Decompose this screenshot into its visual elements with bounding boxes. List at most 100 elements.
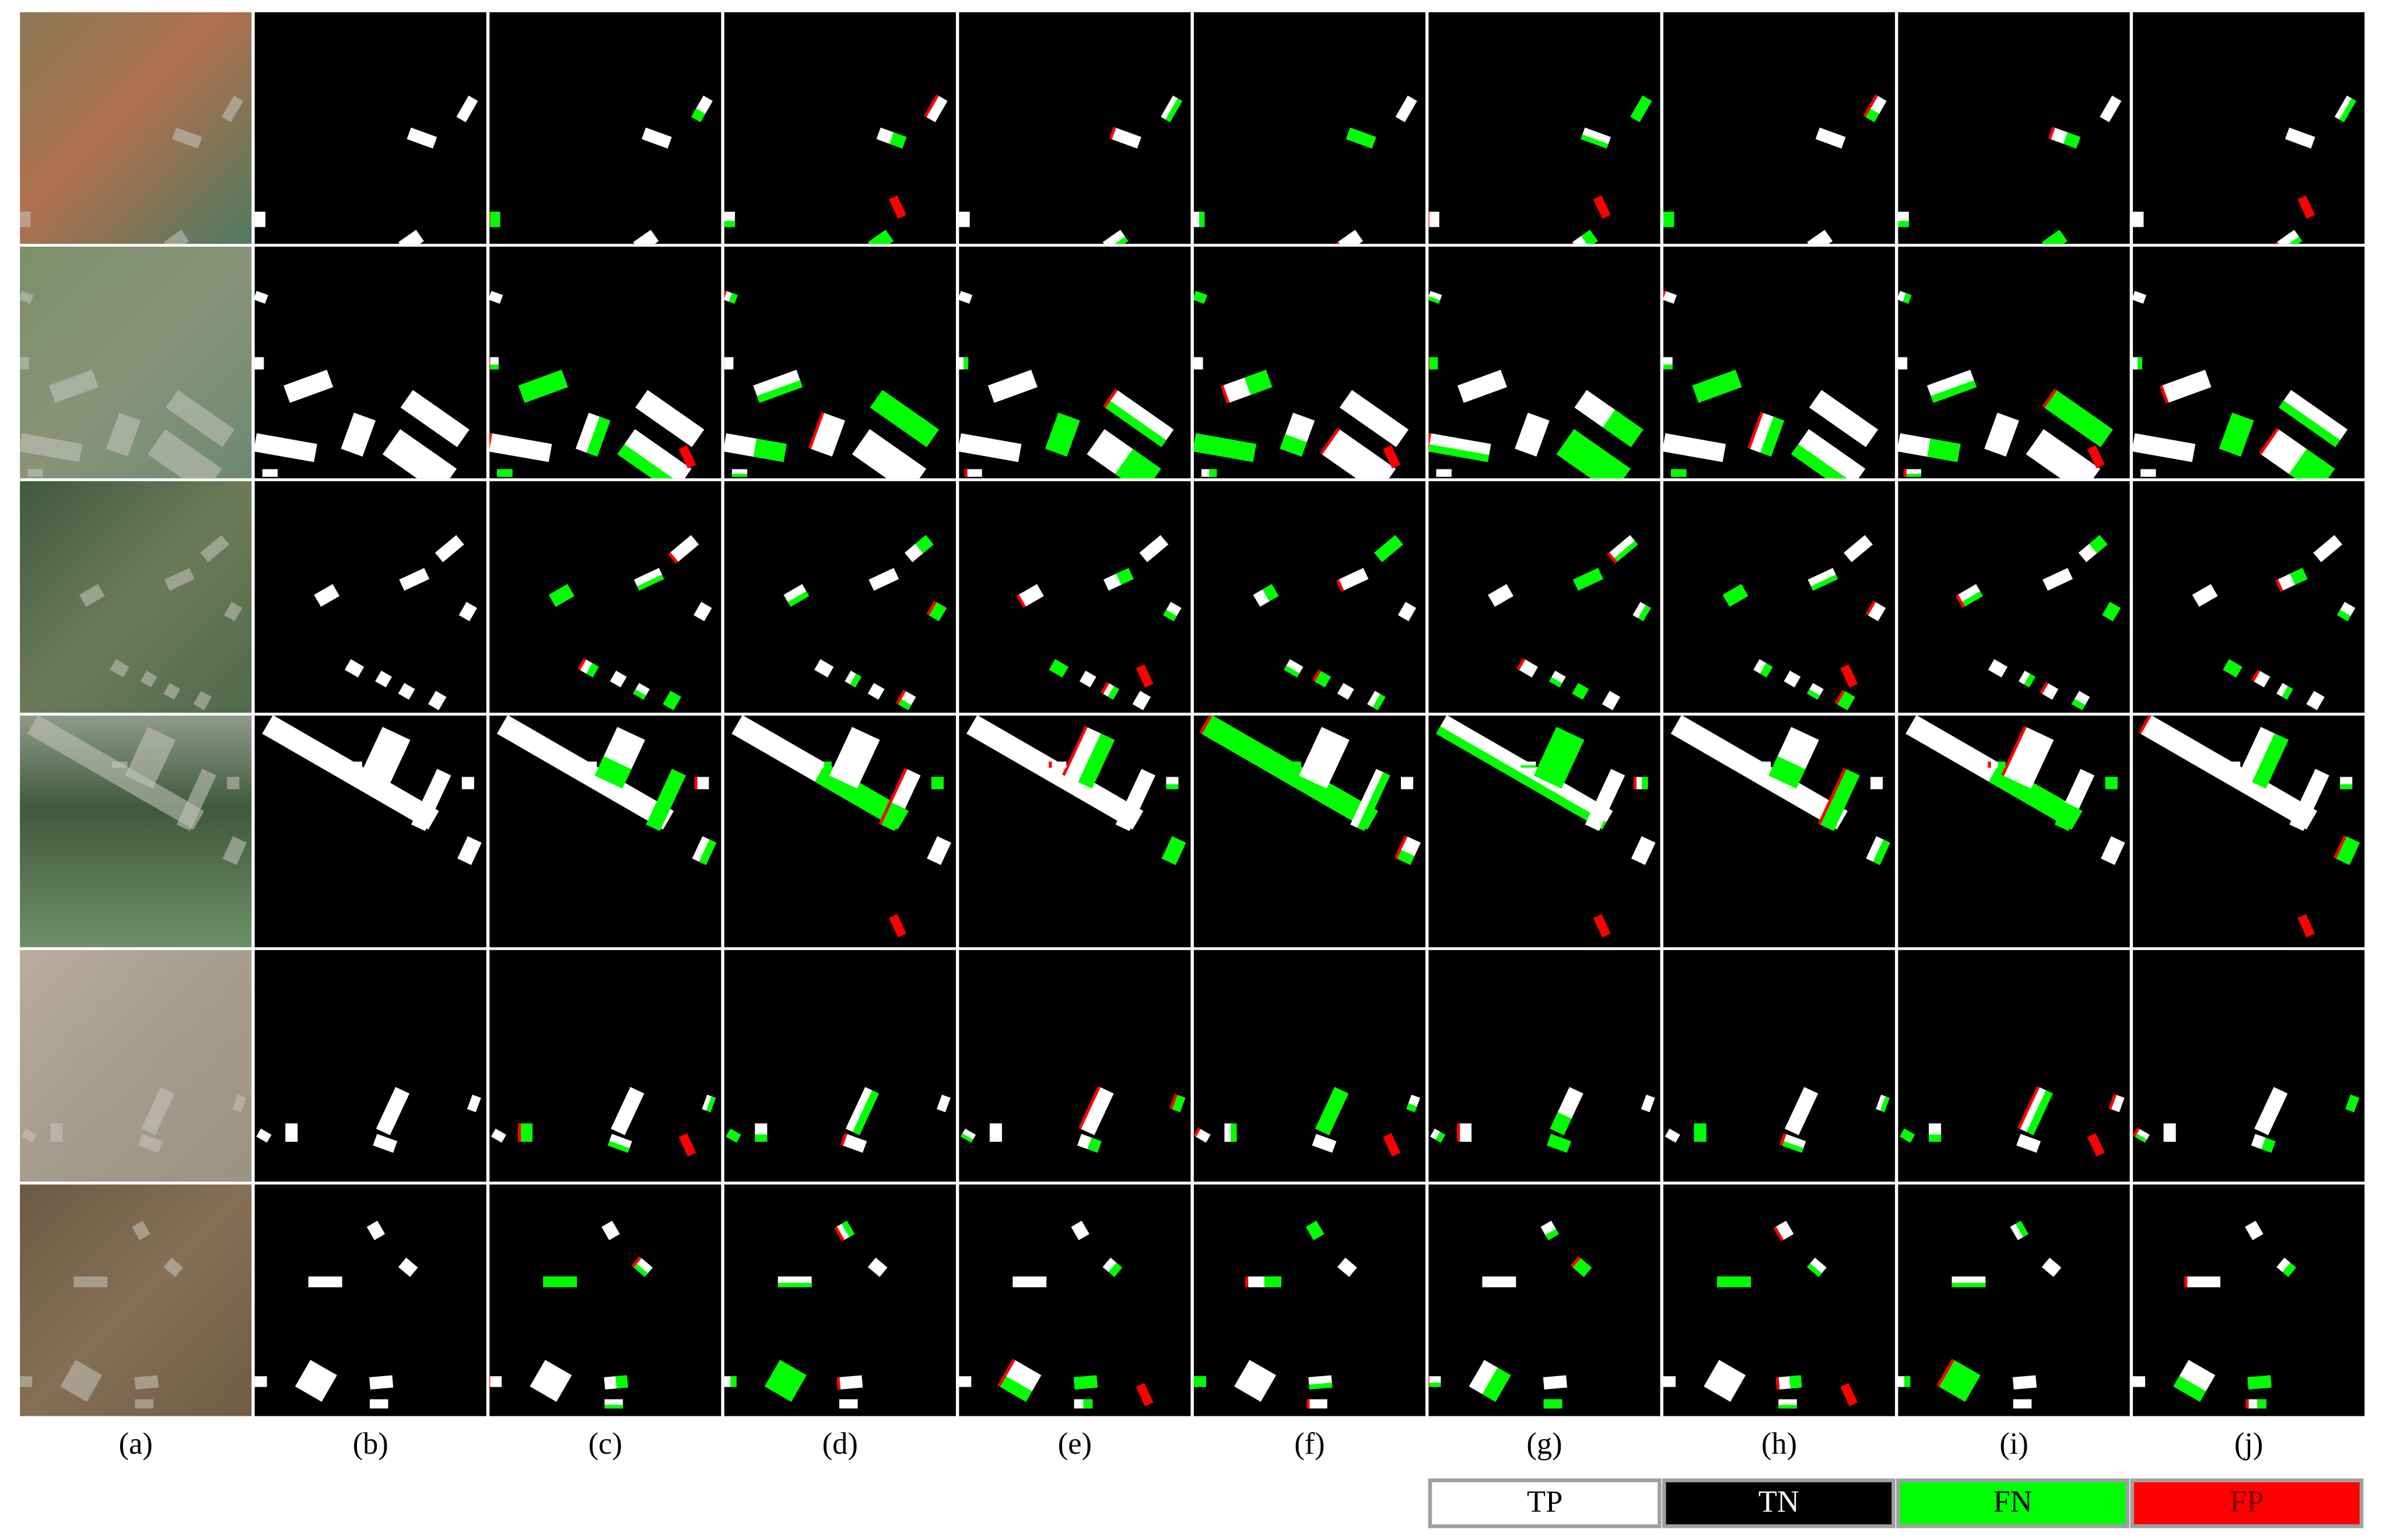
building-fp <box>895 689 906 705</box>
building <box>1988 762 2006 768</box>
building-fn <box>548 584 574 607</box>
tile <box>1193 481 1426 713</box>
building <box>731 469 748 477</box>
building-fn <box>1789 1375 1802 1389</box>
building-fn <box>1374 535 1403 563</box>
tile <box>20 1184 252 1416</box>
building <box>1428 1376 1441 1387</box>
building <box>359 727 411 789</box>
building <box>1336 567 1369 592</box>
building <box>2334 95 2356 122</box>
building-fn <box>889 132 907 149</box>
building <box>1482 1276 1516 1288</box>
building-fn <box>2281 236 2303 244</box>
building <box>1428 357 1438 370</box>
building-fn <box>1938 1360 1981 1402</box>
photo-building <box>132 1220 150 1240</box>
building-fn <box>1929 1134 1942 1142</box>
building <box>1556 429 1631 479</box>
building <box>1663 433 1726 462</box>
column-label: (d) <box>822 1427 858 1461</box>
building-fn <box>1193 433 1256 462</box>
background <box>1898 481 2130 713</box>
building-fn <box>2044 390 2113 447</box>
building-fn <box>724 220 735 227</box>
building-tp <box>2110 1095 2125 1113</box>
tile <box>959 481 1191 713</box>
building <box>755 1123 768 1142</box>
building <box>1201 469 1217 477</box>
building <box>1671 469 1687 477</box>
background <box>1663 950 1896 1182</box>
building-tp <box>1195 1128 1211 1143</box>
building <box>808 412 846 457</box>
building-fn <box>604 1405 623 1409</box>
photo-building <box>20 290 34 304</box>
tile <box>1663 715 1896 948</box>
building <box>1109 127 1141 149</box>
building-tp <box>1436 469 1452 477</box>
building-tp <box>1815 127 1846 149</box>
tile <box>1193 715 1426 948</box>
building <box>1193 357 1203 370</box>
building-fp <box>1747 412 1764 449</box>
building <box>283 370 334 403</box>
building <box>1900 1128 1915 1143</box>
photo-building <box>163 683 180 700</box>
false-positive <box>2087 445 2105 469</box>
tile <box>959 1184 1191 1416</box>
building <box>1581 127 1611 149</box>
building <box>1665 1128 1680 1143</box>
building <box>1834 689 1855 711</box>
building-fp <box>2138 715 2152 734</box>
building-tp <box>2012 1375 2037 1390</box>
building <box>1903 469 1921 477</box>
building-tp <box>262 715 439 830</box>
building-fn <box>1209 469 1217 477</box>
photo-building <box>60 1360 103 1402</box>
building <box>489 433 552 462</box>
building <box>2108 1093 2125 1113</box>
building <box>1100 682 1120 700</box>
building-fn <box>699 839 717 865</box>
building-fn <box>1903 293 1912 304</box>
building-fn <box>1820 769 1860 832</box>
building-fn <box>1545 1229 1559 1240</box>
building <box>604 1399 623 1409</box>
building <box>2041 1257 2062 1277</box>
building-fp <box>1078 1086 1101 1129</box>
building <box>1755 762 1771 768</box>
building-fp <box>1109 127 1116 139</box>
building-tp <box>959 433 1022 462</box>
photo-building <box>164 567 195 591</box>
building <box>1299 727 1350 789</box>
building <box>2251 669 2271 687</box>
building-fp <box>1220 385 1230 404</box>
building-tp <box>966 715 1144 830</box>
building-fn <box>1199 212 1205 227</box>
building-tp <box>1337 230 1364 244</box>
building-tp <box>617 429 692 479</box>
building <box>829 727 880 789</box>
building <box>497 715 674 830</box>
building-fn <box>1305 1220 1325 1240</box>
photo-building <box>140 671 157 687</box>
building-tp <box>283 370 334 403</box>
building <box>765 1360 807 1402</box>
building-fn <box>1533 727 1585 789</box>
building-fn <box>728 293 738 304</box>
building <box>1339 390 1409 447</box>
building <box>1607 535 1638 564</box>
building-tp <box>1518 659 1539 678</box>
building <box>1807 230 1833 244</box>
building-tp <box>633 230 659 244</box>
building <box>931 777 944 790</box>
building <box>517 1123 532 1142</box>
photo-building <box>20 433 83 462</box>
building <box>852 429 927 479</box>
building-tp <box>1585 769 1625 832</box>
building-tp <box>842 1134 867 1153</box>
building-fn <box>1880 1096 1890 1113</box>
background <box>1193 715 1426 948</box>
